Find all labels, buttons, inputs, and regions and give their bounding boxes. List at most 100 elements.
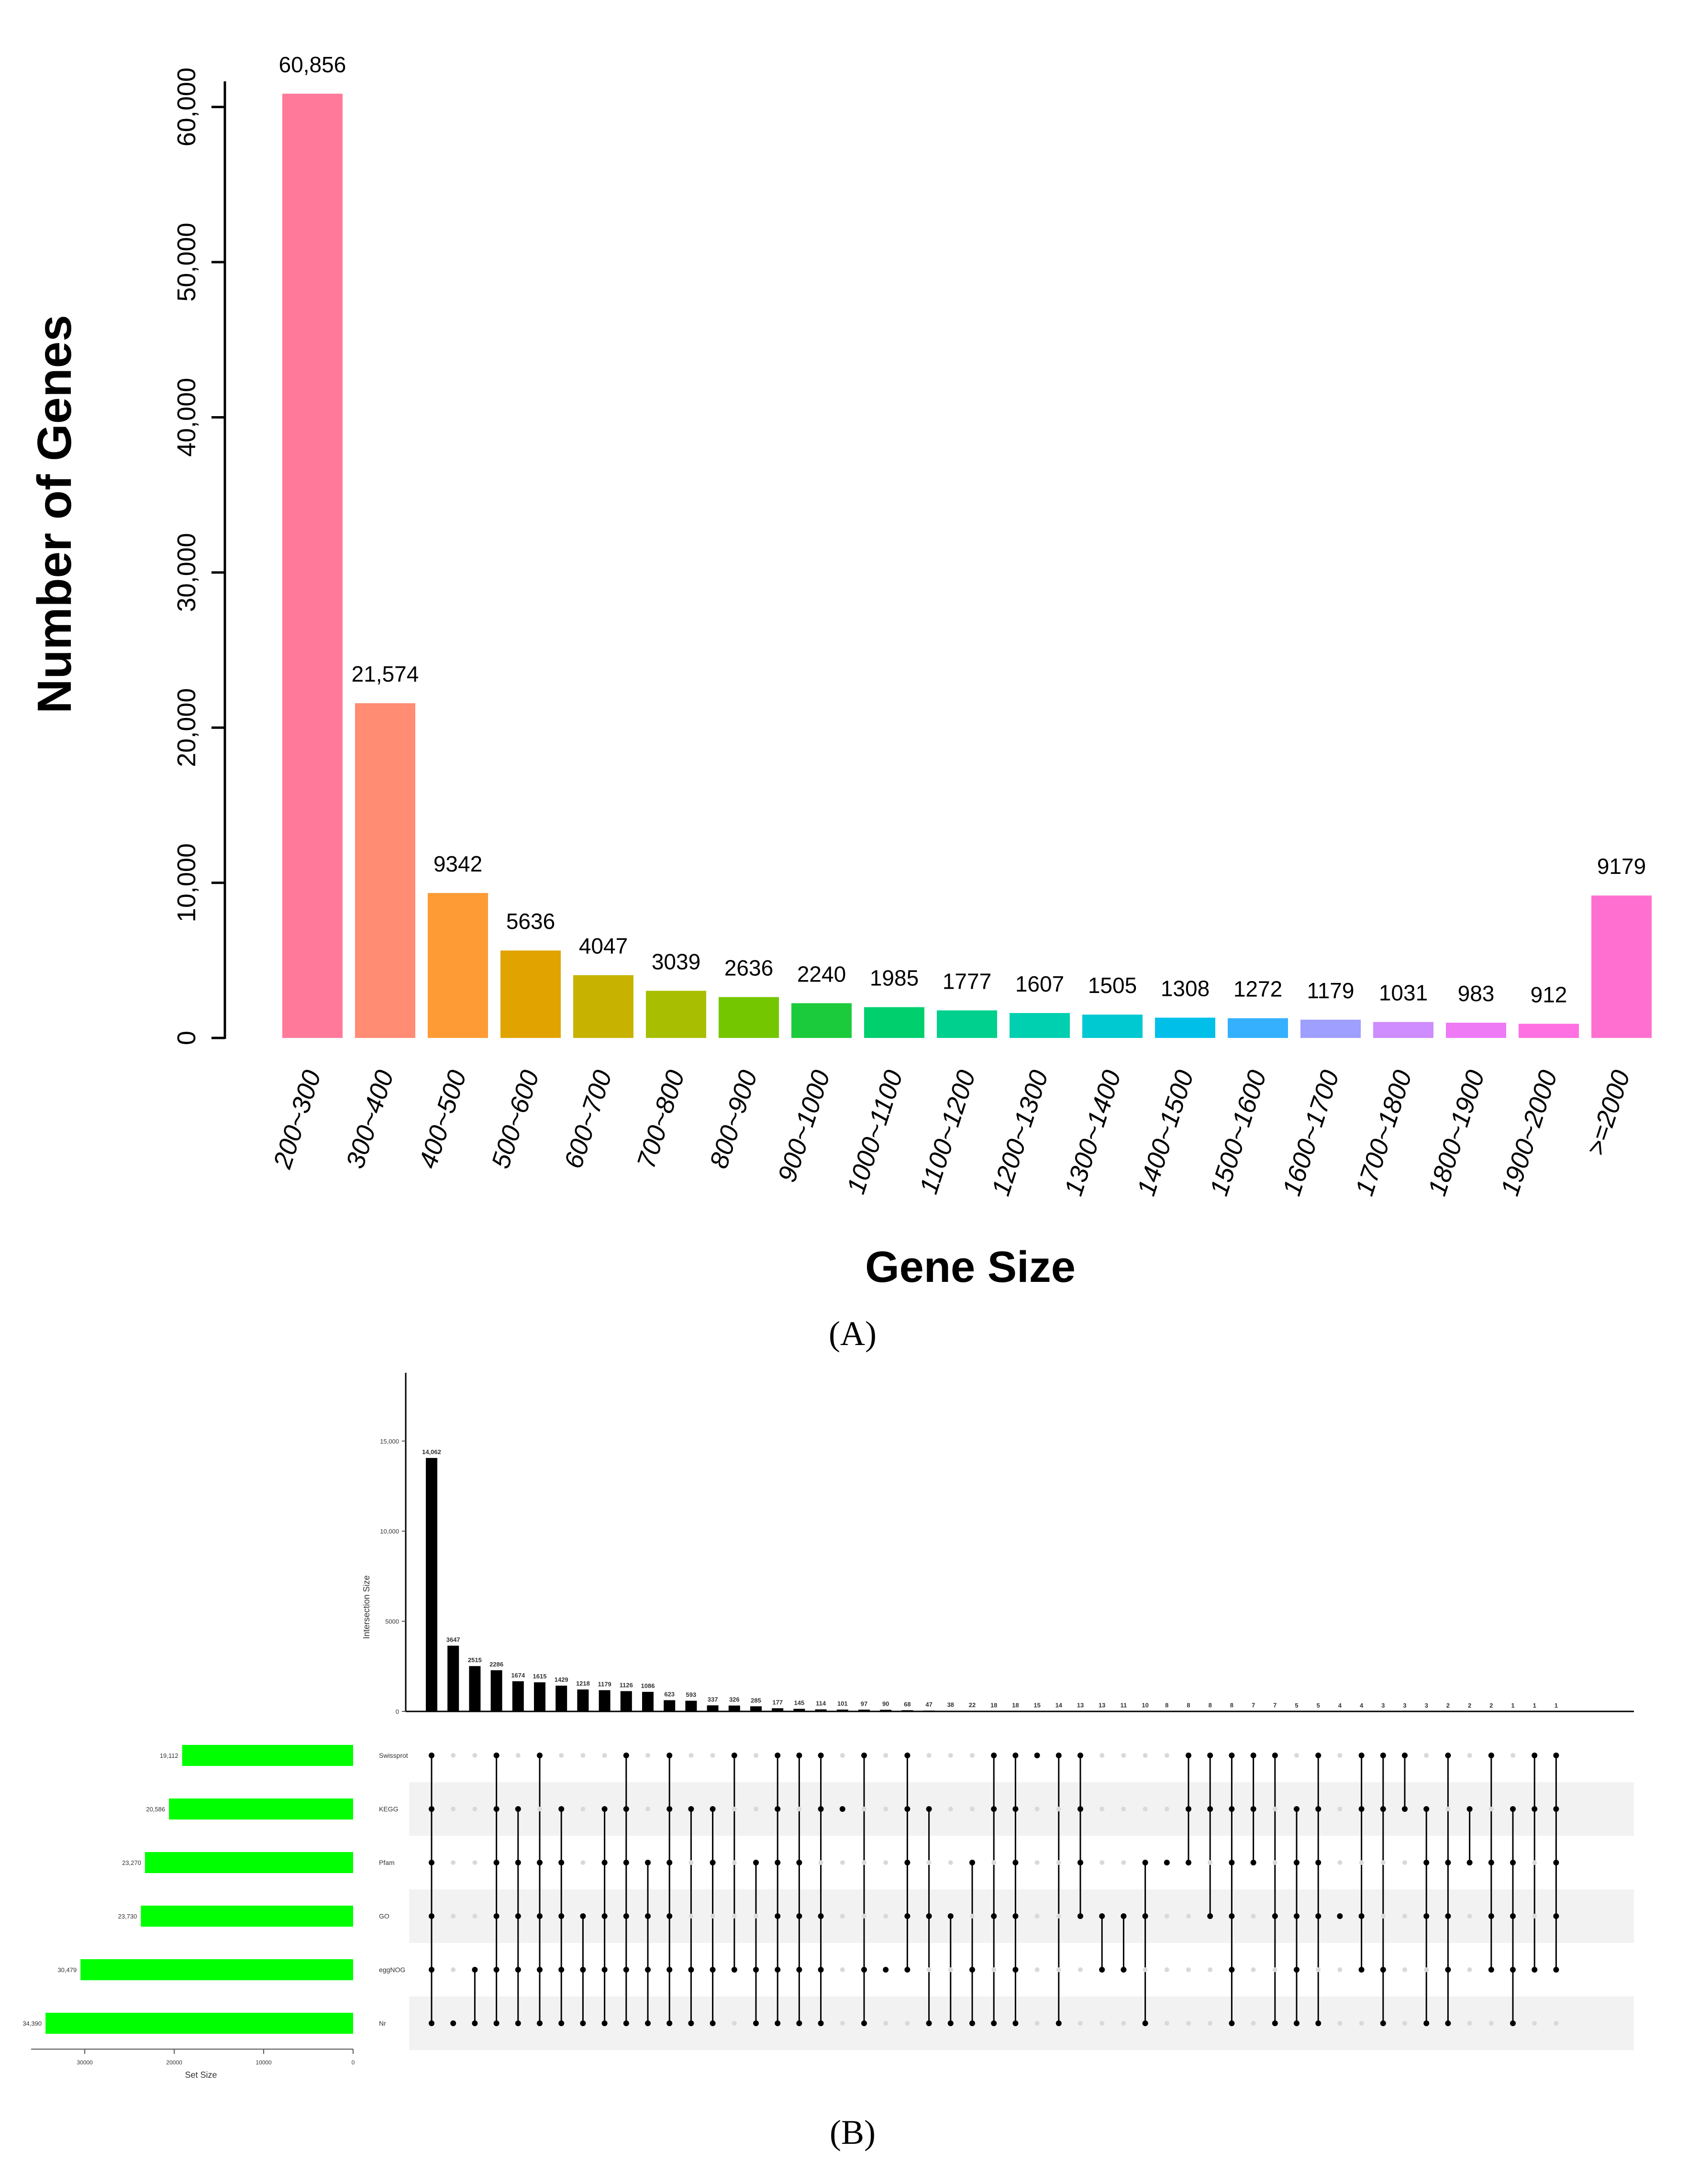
matrix-dot-53-go [1553,1913,1559,1919]
intersection-bar-label-49: 2 [1468,1702,1471,1709]
matrix-dot-23-eggnog [904,1967,911,1973]
bar-value-label-1300-1400: 1505 [1088,973,1137,998]
matrix-dot-53-eggnog [1553,1967,1559,1973]
matrix-dot-27-kegg [991,1806,997,1812]
matrix-dot-36-kegg [1186,1806,1191,1812]
matrix-dot-43-go [1337,1913,1343,1919]
matrix-dot-2-swissprot [451,1753,456,1758]
intersection-bar-43 [1334,1711,1346,1712]
matrix-dot-12-kegg [666,1806,673,1812]
intersection-tick-label-15000: 15,000 [380,1438,399,1445]
matrix-dot-5-kegg [515,1806,521,1812]
matrix-dot-49-nr [1467,2021,1472,2026]
matrix-dot-50-kegg [1488,1807,1494,1811]
intersection-bar-label-17: 177 [772,1699,783,1706]
matrix-dot-45-swissprot [1380,1753,1386,1758]
intersection-tick-label-5000: 5000 [385,1618,399,1625]
intersection-bar-14 [707,1705,719,1711]
set-name-nr: Nr [379,2019,386,2027]
matrix-dot-43-nr [1337,2021,1343,2026]
matrix-dot-35-pfam [1164,1860,1170,1865]
set-size-bar-go [141,1906,353,1927]
intersection-bar-label-19: 114 [816,1700,826,1707]
bar-2000 [1591,895,1652,1038]
intersection-bar-label-21: 97 [861,1700,867,1707]
set-size-bar-eggnog [80,1959,353,1980]
matrix-dot-20-pfam [840,1860,845,1865]
matrix-dot-17-swissprot [775,1753,781,1758]
matrix-dot-1-pfam [429,1860,434,1865]
matrix-dot-52-go [1532,1914,1537,1919]
matrix-dot-49-kegg [1466,1806,1473,1812]
matrix-dot-21-go [862,1914,866,1919]
matrix-dot-31-pfam [1077,1860,1083,1865]
matrix-dot-16-pfam [753,1860,759,1865]
matrix-dot-51-eggnog [1510,1967,1516,1973]
matrix-dot-21-swissprot [861,1753,867,1758]
matrix-dot-9-swissprot [602,1753,607,1758]
matrix-dot-47-swissprot [1424,1753,1429,1758]
intersection-bar-51 [1507,1711,1519,1712]
matrix-dot-4-pfam [493,1860,500,1865]
gene-size-bar-chart: 0 10,000 20,000 30,000 40,000 50,000 60,000 60… [28,52,1652,1353]
intersection-bar-label-33: 11 [1121,1702,1127,1709]
intersection-bar-31 [1075,1711,1086,1712]
intersection-bar-label-48: 2 [1446,1702,1450,1709]
matrix-dot-51-pfam [1510,1860,1516,1865]
set-size-bar-pfam [144,1852,353,1873]
matrix-dot-32-pfam [1099,1860,1105,1865]
matrix-dot-46-pfam [1402,1860,1407,1865]
y-tick-label-30000: 30,000 [172,533,201,612]
matrix-dot-12-go [666,1913,673,1919]
matrix-dot-16-swissprot [754,1753,758,1758]
matrix-dot-17-eggnog [775,1967,781,1973]
matrix-dot-47-go [1423,1913,1430,1919]
matrix-dot-5-go [515,1913,521,1919]
intersection-bar-label-27: 18 [990,1701,997,1709]
set-names: Swissprot KEGG Pfam GO eggNOG Nr [379,1752,408,2027]
intersection-bar-46 [1399,1711,1410,1712]
matrix-dot-27-nr [991,2020,997,2026]
matrix-dot-11-go [645,1913,651,1919]
y-tick-label-20000: 20,000 [172,688,201,767]
bar-value-label-400-500: 9342 [433,851,482,876]
matrix-dot-16-nr [753,2020,759,2026]
matrix-dot-44-go [1358,1913,1365,1919]
matrix-dot-50-go [1488,1913,1494,1919]
intersection-bar-label-45: 3 [1381,1702,1385,1709]
matrix-dot-41-go [1294,1913,1299,1919]
matrix-dot-5-pfam [515,1860,521,1865]
intersection-bar-label-25: 38 [947,1701,954,1709]
matrix-dot-14-kegg [710,1806,716,1812]
intersection-bar-label-24: 47 [925,1701,932,1708]
matrix-dot-2-kegg [451,1807,456,1811]
matrix-dot-44-swissprot [1358,1753,1365,1758]
matrix-dot-42-eggnog [1316,1967,1321,1972]
intersection-bar-label-8: 1218 [576,1680,590,1687]
matrix-dot-5-eggnog [515,1967,521,1973]
matrix-dot-16-go [754,1914,758,1919]
intersection-bar-label-2: 3647 [446,1636,460,1644]
matrix-dot-10-eggnog [623,1967,629,1973]
intersection-bar-37 [1204,1711,1216,1712]
set-size-tick-label-20000: 20000 [166,2059,182,2066]
matrix-dot-50-eggnog [1488,1967,1494,1973]
matrix-dot-42-pfam [1315,1860,1322,1865]
matrix-dot-5-swissprot [515,1753,521,1758]
matrix-dot-23-nr [905,2021,910,2026]
matrix-dot-38-kegg [1229,1806,1235,1812]
matrix-dot-4-go [493,1913,500,1919]
intersection-bar-label-5: 1674 [511,1672,525,1679]
matrix-dot-34-nr [1142,2020,1148,2026]
matrix-dot-11-swissprot [645,1753,650,1758]
intersection-bar-18 [793,1709,805,1711]
matrix-stripe-go [409,1889,1634,1943]
set-name-pfam: Pfam [379,1859,395,1866]
matrix-dot-50-swissprot [1488,1753,1494,1758]
matrix-dot-4-kegg [493,1806,500,1812]
intersection-bar-label-15: 326 [729,1696,740,1703]
matrix-dot-23-pfam [904,1860,911,1865]
matrix-dot-46-kegg [1402,1806,1408,1812]
matrix-dot-2-nr [450,2020,456,2026]
intersection-bar-47 [1421,1711,1433,1712]
